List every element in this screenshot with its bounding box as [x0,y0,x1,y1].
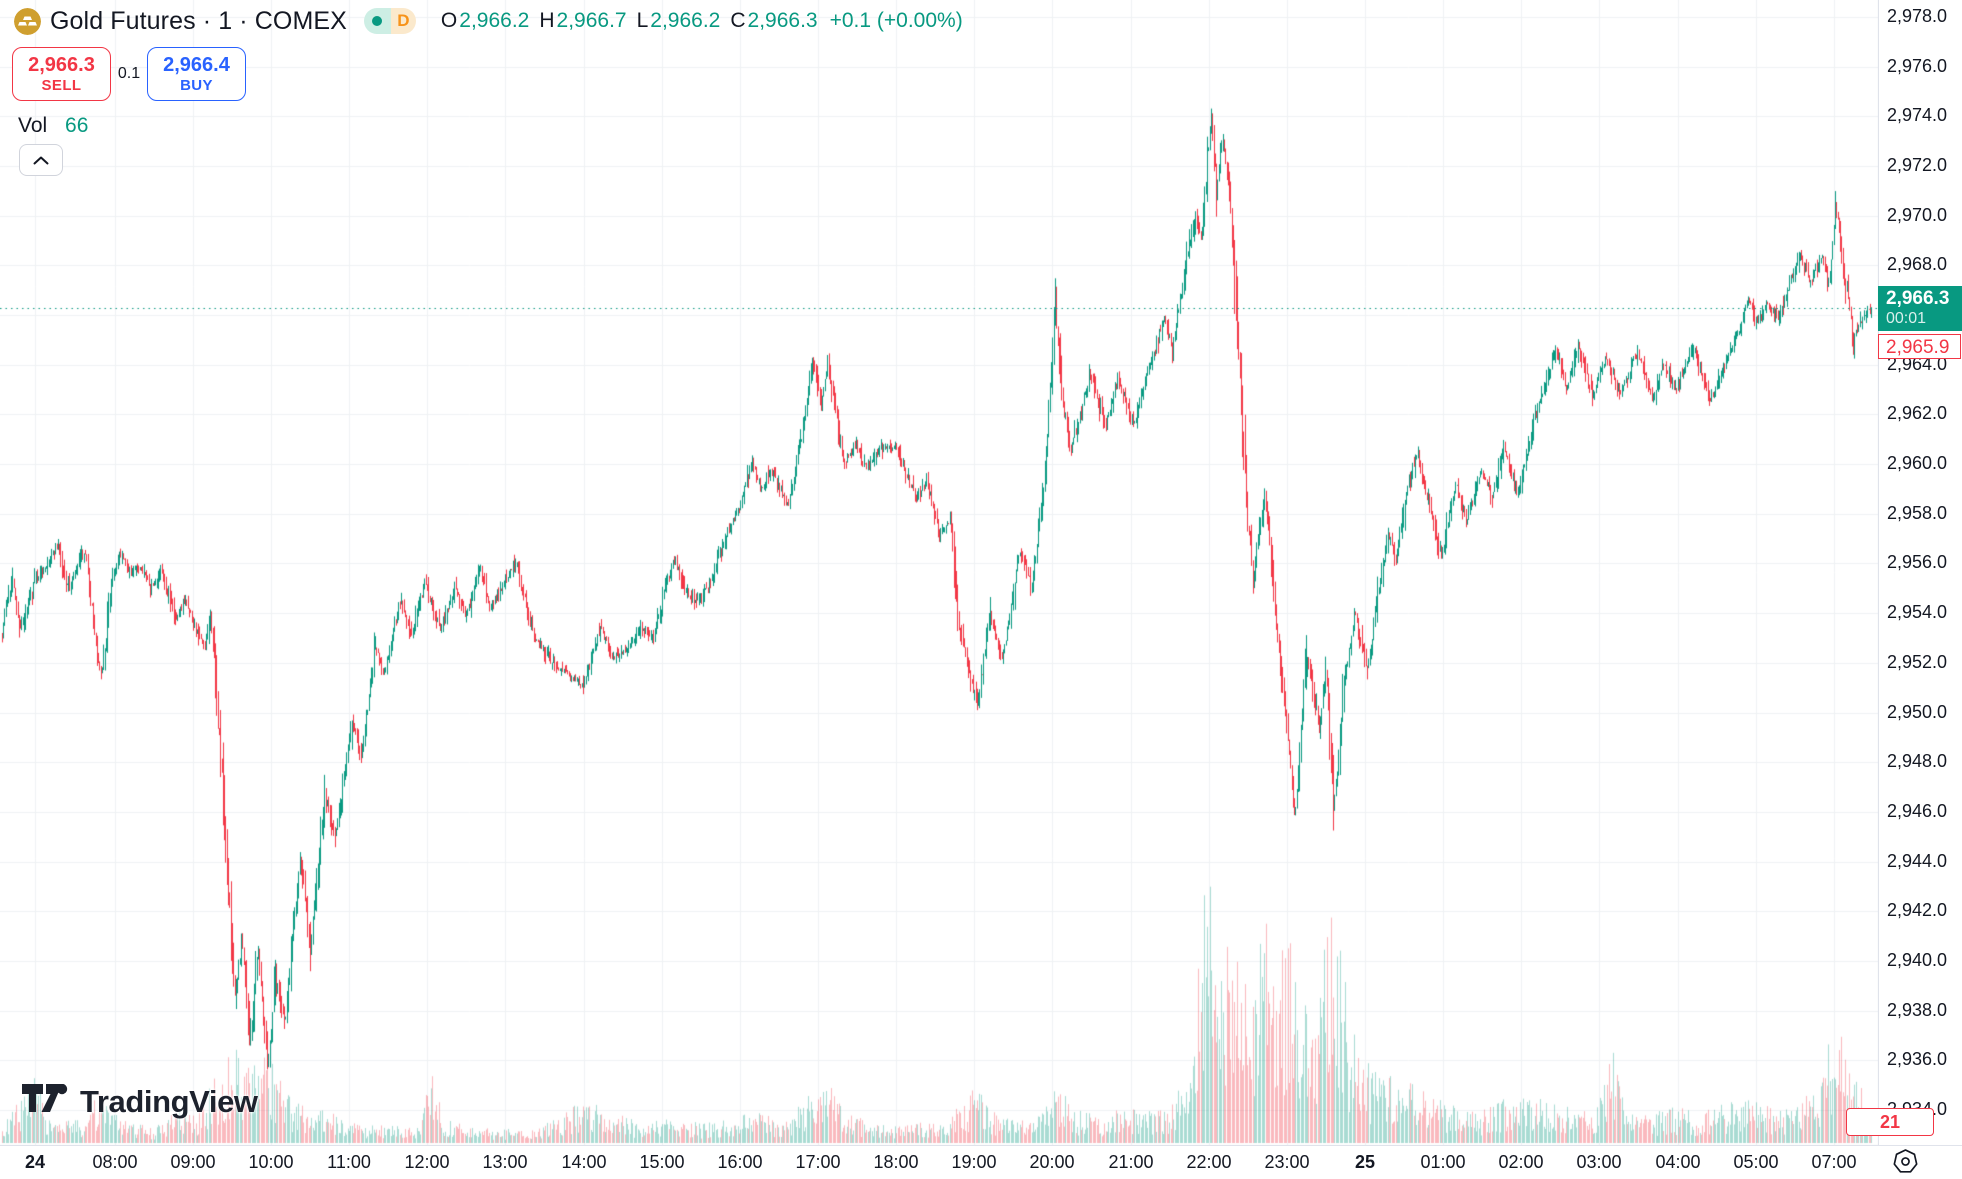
price-tick-label: 2,942.0 [1887,900,1948,921]
price-tick-label: 2,964.0 [1887,353,1948,374]
time-tick-label: 11:00 [327,1152,371,1172]
time-tick-label: 16:00 [717,1152,763,1172]
time-tick-label: 07:00 [1811,1152,1857,1172]
time-tick-label: 20:00 [1029,1152,1075,1172]
gear-icon [1893,1149,1918,1173]
low-value: 2,966.2 [650,9,721,32]
close-value: 2,966.3 [747,9,818,32]
price-tick-label: 2,948.0 [1887,751,1948,772]
volume-value: 66 [65,114,89,137]
time-tick-label: 09:00 [170,1152,216,1172]
symbol-title[interactable]: Gold Futures · 1 · COMEX [50,6,347,35]
price-tick-label: 2,972.0 [1887,155,1948,176]
price-axis[interactable]: 2,934.02,936.02,938.02,940.02,942.02,944… [1878,0,1962,1145]
time-tick-label: 14:00 [561,1152,607,1172]
tradingview-logo[interactable]: TradingView [22,1084,258,1120]
sell-price: 2,966.3 [28,53,95,76]
buy-price: 2,966.4 [163,53,230,76]
price-tick-label: 2,956.0 [1887,552,1948,573]
tradingview-mark-icon [22,1084,68,1112]
market-open-dot-icon [372,16,383,26]
price-tick-label: 2,950.0 [1887,701,1948,722]
time-tick-label: 19:00 [951,1152,997,1172]
market-status-dot-wrap [363,8,391,34]
sell-button[interactable]: 2,966.3 SELL [12,47,111,101]
price-tick-label: 2,940.0 [1887,949,1948,970]
price-tick-label: 2,952.0 [1887,651,1948,672]
time-tick-label: 01:00 [1420,1152,1466,1172]
chevron-up-icon [33,156,49,164]
last-volume-badge: 21 [1846,1108,1934,1136]
price-tick-label: 2,978.0 [1887,6,1948,26]
time-axis[interactable]: 24 08:00 09:00 10:00 11:00 12:00 13:00 14:00 15:… [0,1145,1962,1178]
time-tick-label: 08:00 [92,1152,138,1172]
market-status-and-interval[interactable]: D [363,8,416,34]
price-tick-label: 2,954.0 [1887,602,1948,623]
last-price-value: 2,966.3 [1886,287,1950,309]
high-key: H [539,9,555,32]
axis-settings-button[interactable] [1893,1149,1918,1179]
tradingview-wordmark: TradingView [80,1084,258,1119]
time-tick-label: 21:00 [1108,1152,1154,1172]
time-tick-label: 13:00 [482,1152,528,1172]
time-tick-label: 03:00 [1576,1152,1622,1172]
last-price-badge: 2,966.3 00:01 [1878,285,1962,331]
price-tick-label: 2,958.0 [1887,502,1948,523]
price-tick-label: 2,968.0 [1887,254,1948,275]
time-tick-label: 22:00 [1186,1152,1232,1172]
time-tick-label: 10:00 [248,1152,294,1172]
time-tick-label: 23:00 [1264,1152,1310,1172]
price-tick-label: 2,974.0 [1887,105,1948,126]
time-tick-label: 24 [24,1152,46,1172]
price-tick-label: 2,970.0 [1887,204,1948,225]
price-tick-label: 2,944.0 [1887,850,1948,871]
price-tick-label: 2,962.0 [1887,403,1948,424]
time-tick-label: 04:00 [1655,1152,1701,1172]
time-tick-label: 02:00 [1498,1152,1544,1172]
ohlc-readout: O2,966.2 H2,966.7 L2,966.2 C2,966.3 +0.1… [441,9,963,33]
price-tick-label: 2,936.0 [1887,1049,1948,1070]
price-tick-label: 2,976.0 [1887,55,1948,76]
low-key: L [636,9,649,32]
buy-label: BUY [180,76,213,94]
gold-futures-icon [14,7,41,35]
bar-countdown: 00:01 [1886,309,1927,327]
open-value: 2,966.2 [459,9,530,32]
change-value: +0.1 (+0.00%) [829,9,963,32]
trade-buttons: 2,966.3 SELL 0.1 2,966.4 BUY [12,47,246,101]
spread-value: 0.1 [117,65,141,82]
volume-key: Vol [18,114,48,137]
daily-interval-badge: D [390,8,416,34]
time-tick-label: 12:00 [404,1152,450,1172]
close-key: C [730,9,746,32]
bid-price-badge: 2,965.9 [1878,333,1961,359]
open-key: O [440,9,458,32]
price-tick-label: 2,960.0 [1887,453,1948,474]
time-tick-label: 18:00 [873,1152,919,1172]
volume-legend: Vol 66 [18,114,88,138]
time-tick-label: 25 [1354,1152,1376,1172]
time-tick-label: 17:00 [795,1152,841,1172]
high-value: 2,966.7 [556,9,627,32]
price-tick-label: 2,938.0 [1887,999,1948,1020]
sell-label: SELL [41,76,82,94]
time-tick-label: 05:00 [1733,1152,1779,1172]
symbol-legend: Gold Futures · 1 · COMEX D O2,966.2 H2,9… [14,6,963,36]
time-tick-label: 15:00 [639,1152,685,1172]
price-tick-label: 2,946.0 [1887,800,1948,821]
collapse-legend-button[interactable] [19,144,63,176]
buy-button[interactable]: 2,966.4 BUY [147,47,246,101]
